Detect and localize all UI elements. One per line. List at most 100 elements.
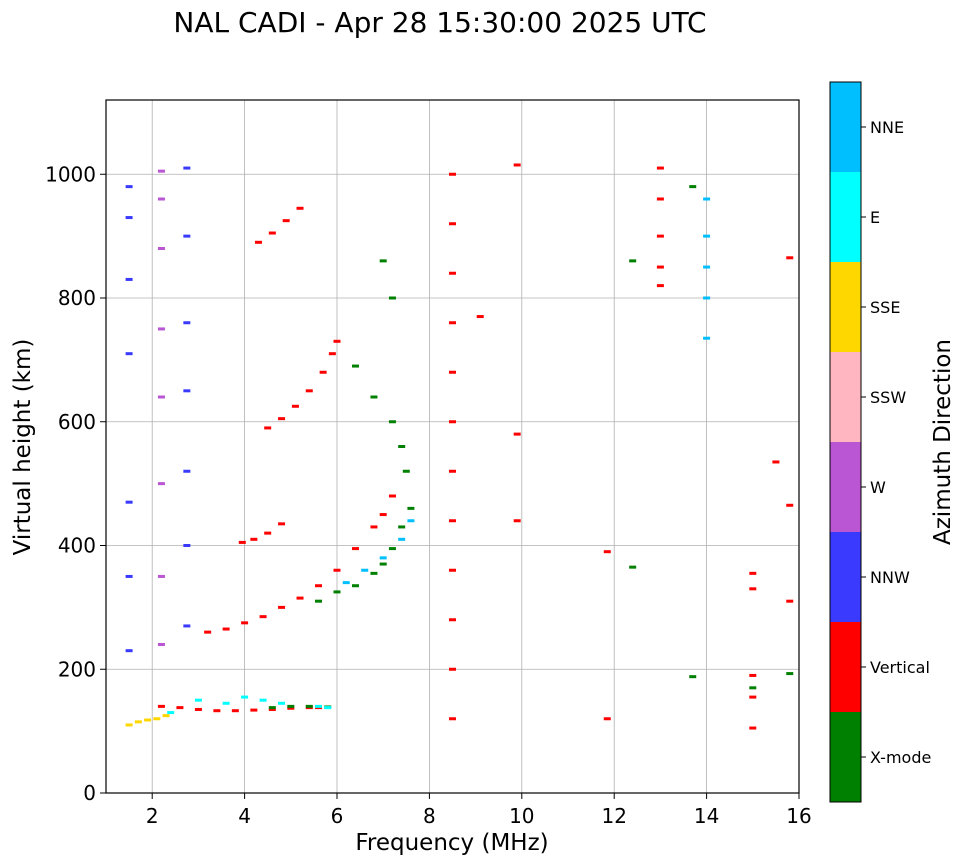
- colorbar-label: Azimuth Direction: [930, 339, 956, 545]
- echo-point: [231, 709, 239, 713]
- echo-point: [176, 706, 184, 710]
- echo-point: [278, 701, 286, 705]
- echo-point: [388, 420, 396, 424]
- y-tick-label: 600: [58, 410, 96, 434]
- echo-point: [315, 584, 323, 588]
- echo-point: [278, 522, 286, 526]
- echo-point: [703, 296, 711, 300]
- series-vertical: [204, 494, 396, 634]
- series-vertical: [449, 172, 456, 721]
- echo-point: [125, 185, 133, 189]
- series-vertical: [476, 163, 794, 721]
- echo-point: [264, 426, 272, 430]
- colorbar-tick-label: Vertical: [870, 658, 930, 677]
- colorbar-tick-label: SSW: [870, 388, 906, 407]
- echo-point: [125, 500, 133, 504]
- echo-point: [689, 185, 697, 189]
- echo-point: [254, 240, 262, 244]
- echo-point: [749, 726, 757, 730]
- echo-point: [157, 704, 165, 708]
- echo-point: [296, 206, 304, 210]
- echo-point: [157, 247, 165, 250]
- echo-point: [157, 197, 165, 201]
- echo-point: [407, 519, 415, 523]
- echo-point: [250, 537, 258, 541]
- echo-point: [194, 707, 202, 711]
- echo-point: [703, 265, 711, 269]
- echo-point: [703, 336, 711, 340]
- echo-point: [772, 460, 780, 464]
- x-tick-label: 6: [331, 804, 344, 828]
- y-axis: 0 200 400 600 800 1000: [45, 162, 106, 805]
- echo-point: [370, 571, 378, 575]
- echo-point: [629, 565, 637, 569]
- echo-point: [183, 624, 191, 628]
- echo-point: [749, 571, 757, 575]
- echo-point: [125, 574, 133, 578]
- colorbar-frame: [829, 81, 862, 803]
- x-axis: 2 4 6 8 10 12 14 16: [146, 793, 812, 828]
- colorbar: X-mode Vertical NNW W SSW SSE E NNE: [829, 81, 931, 803]
- echo-point: [513, 432, 521, 436]
- echo-point: [388, 296, 396, 300]
- echo-point: [268, 707, 276, 711]
- echo-point: [370, 525, 378, 529]
- echo-point: [449, 618, 456, 622]
- echo-point: [379, 513, 387, 517]
- x-tick-label: 14: [694, 804, 719, 828]
- echo-point: [689, 675, 697, 679]
- colorbar-tick-label: SSE: [870, 298, 900, 317]
- y-tick-label: 200: [58, 657, 96, 681]
- echo-point: [291, 404, 299, 408]
- series-nnw: [183, 166, 191, 628]
- echo-point: [656, 166, 664, 170]
- echo-point: [241, 621, 249, 625]
- chart-title: NAL CADI - Apr 28 15:30:00 2025 UTC: [173, 6, 706, 39]
- echo-point: [388, 547, 396, 551]
- echo-point: [282, 219, 290, 223]
- series-e: [167, 695, 332, 715]
- echo-point: [328, 352, 336, 356]
- echo-point: [513, 519, 521, 523]
- echo-point: [379, 259, 387, 263]
- echo-point: [351, 364, 359, 368]
- y-tick-label: 400: [58, 534, 96, 558]
- echo-point: [656, 284, 664, 288]
- series-xmode: [315, 506, 415, 603]
- echo-point: [324, 706, 332, 710]
- echo-point: [222, 627, 230, 631]
- echo-point: [125, 352, 133, 356]
- colorbar-swatch-ssw: [830, 352, 861, 442]
- echo-point: [238, 540, 246, 544]
- echo-point: [361, 568, 369, 572]
- x-tick-label: 8: [423, 804, 436, 828]
- echo-point: [786, 672, 794, 676]
- echo-point: [153, 717, 161, 721]
- echo-point: [183, 166, 191, 170]
- echo-point: [315, 704, 323, 708]
- echo-point: [183, 469, 191, 473]
- colorbar-tick-label: X-mode: [870, 748, 931, 767]
- echo-point: [278, 605, 286, 609]
- colorbar-swatch-vertical: [830, 622, 861, 712]
- echo-point: [125, 649, 133, 653]
- echo-point: [379, 562, 387, 566]
- series-xmode: [351, 259, 410, 473]
- echo-point: [449, 519, 456, 523]
- x-axis-label: Frequency (MHz): [355, 830, 548, 856]
- echo-point: [449, 222, 456, 226]
- colorbar-tick-label: NNW: [870, 568, 910, 587]
- series-vertical: [264, 339, 341, 430]
- echo-point: [259, 615, 267, 619]
- echo-point: [264, 531, 272, 535]
- echo-point: [222, 701, 230, 705]
- echo-point: [749, 587, 757, 591]
- echo-point: [786, 503, 794, 507]
- colorbar-swatch-nne: [830, 82, 861, 172]
- colorbar-tick-label: E: [870, 208, 880, 227]
- echo-point: [786, 256, 794, 260]
- colorbar-swatch-e: [830, 172, 861, 262]
- echo-point: [287, 704, 295, 708]
- echo-point: [268, 706, 276, 710]
